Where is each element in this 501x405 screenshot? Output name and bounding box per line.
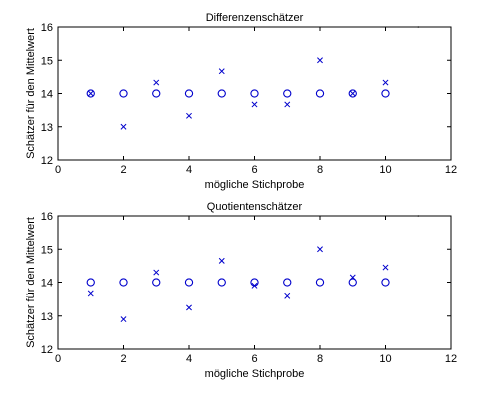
data-point-circle (119, 89, 128, 98)
y-tick-label: 14 (41, 89, 53, 101)
data-point-dot (417, 215, 420, 217)
plot-area (57, 26, 452, 161)
data-point-cross (382, 79, 389, 86)
x-tick-label: 10 (379, 353, 391, 365)
data-point-circle (315, 278, 325, 287)
data-point-dot (417, 26, 420, 28)
x-tick-label: 2 (120, 164, 126, 176)
y-tick-label: 15 (41, 55, 53, 67)
data-point-circle (184, 278, 194, 287)
data-point-circle (381, 278, 390, 287)
x-tick-label: 10 (379, 164, 391, 176)
x-tick-label: 2 (120, 353, 126, 365)
x-tick-label: 0 (55, 164, 61, 176)
x-tick-label: 4 (186, 353, 192, 365)
x-tick-label: 6 (251, 164, 257, 176)
data-point-circle (86, 89, 95, 98)
data-point-cross (349, 274, 356, 281)
y-axis-label: Schätzer für den Mittelwert (25, 217, 37, 348)
x-tick-label: 8 (317, 353, 323, 365)
x-axis-label: mögliche Stichprobe (205, 179, 305, 191)
data-point-cross (186, 112, 192, 119)
y-tick-label: 12 (41, 155, 53, 167)
data-point-cross (153, 269, 160, 276)
plot-area (57, 215, 452, 350)
data-point-cross (317, 246, 323, 253)
x-tick-label: 12 (445, 353, 457, 365)
data-point-cross (87, 290, 94, 297)
data-point-circle (119, 278, 128, 287)
lower-plot-quotientenschaetzer: Quotientenschätzer 0 2 4 6 8 10 12 12 13 14 15 16 mög… (25, 201, 457, 380)
data-point-cross (186, 304, 192, 311)
x-tick-label: 0 (55, 353, 61, 365)
data-point-circle (381, 89, 390, 98)
y-tick-label: 13 (41, 311, 53, 323)
data-point-circle (348, 278, 357, 287)
data-point-circle (283, 89, 292, 98)
y-tick-label: 16 (41, 211, 53, 223)
x-tick-label: 12 (445, 164, 457, 176)
data-point-circle (152, 89, 161, 98)
data-point-circle (217, 278, 226, 287)
x-tick-label: 4 (186, 164, 192, 176)
data-point-cross (382, 264, 389, 271)
data-point-cross (218, 257, 225, 264)
chart-title: Quotientenschätzer (207, 201, 303, 213)
data-point-cross (218, 68, 225, 75)
data-point-circle (250, 89, 259, 98)
data-point-circle (283, 278, 292, 287)
data-point-cross (120, 316, 127, 323)
data-point-circle (217, 89, 226, 98)
data-point-circle (184, 89, 194, 98)
data-point-cross (87, 90, 94, 97)
data-point-circle (86, 278, 95, 287)
data-point-cross (120, 123, 127, 130)
data-point-cross (251, 101, 258, 108)
y-tick-label: 15 (41, 244, 53, 256)
y-tick-label: 13 (41, 122, 53, 134)
data-point-circle (348, 89, 357, 98)
y-tick-label: 16 (41, 22, 53, 34)
x-axis-label: mögliche Stichprobe (205, 368, 305, 380)
y-tick-label: 12 (41, 344, 53, 356)
data-point-cross (153, 79, 160, 86)
data-point-cross (251, 282, 258, 289)
upper-plot-differenzenschaetzer: Differenzenschätzer 0 2 4 6 8 10 12 12 13 14 15 16 mö… (25, 12, 457, 191)
x-tick-label: 6 (251, 353, 257, 365)
data-point-circle (315, 89, 325, 98)
data-point-cross (284, 101, 291, 108)
data-point-cross (284, 292, 291, 299)
y-tick-label: 14 (41, 278, 53, 290)
data-point-circle (152, 278, 161, 287)
chart-title: Differenzenschätzer (206, 12, 304, 24)
y-axis-label: Schätzer für den Mittelwert (25, 28, 37, 159)
data-point-cross (317, 57, 323, 64)
x-tick-label: 8 (317, 164, 323, 176)
data-point-cross (349, 90, 356, 97)
